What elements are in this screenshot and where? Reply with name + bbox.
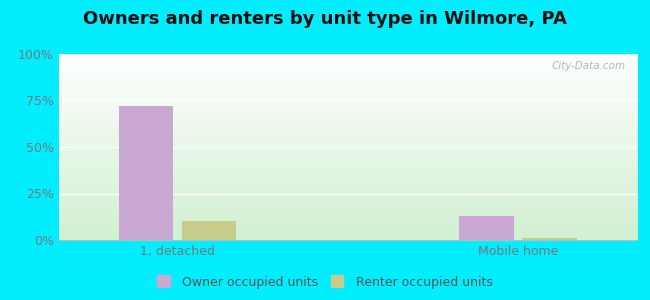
Text: Owners and renters by unit type in Wilmore, PA: Owners and renters by unit type in Wilmo…: [83, 11, 567, 28]
Bar: [459, 216, 514, 240]
Bar: [182, 221, 237, 240]
Bar: [119, 106, 174, 240]
Bar: [522, 238, 577, 240]
Legend: Owner occupied units, Renter occupied units: Owner occupied units, Renter occupied un…: [152, 271, 498, 294]
Text: City-Data.com: City-Data.com: [551, 61, 625, 71]
